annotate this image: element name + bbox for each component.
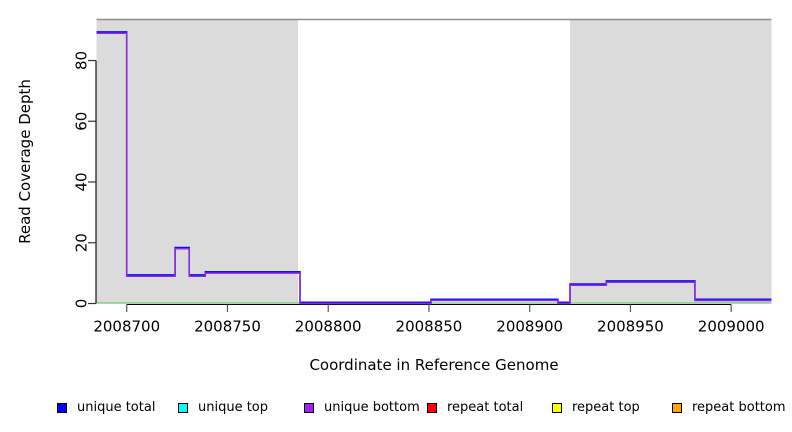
x-axis-title: Coordinate in Reference Genome (309, 356, 558, 374)
legend-swatch-icon (427, 403, 437, 413)
legend-item: repeat top (552, 400, 640, 416)
y-tick-label: 0 (73, 299, 91, 309)
x-tick-label: 2008750 (194, 318, 261, 336)
x-tick-label: 2008950 (597, 318, 664, 336)
legend-label: repeat top (572, 400, 640, 415)
shaded-region (570, 19, 772, 304)
y-tick-label: 20 (73, 233, 91, 252)
legend-item: unique total (57, 400, 155, 416)
x-tick-label: 2008850 (396, 318, 463, 336)
legend-label: repeat total (447, 400, 524, 415)
x-tick-label: 2009000 (698, 318, 765, 336)
legend-label: unique bottom (324, 400, 420, 415)
x-tick-label: 2008800 (295, 318, 362, 336)
shaded-region (96, 19, 298, 304)
legend-item: unique bottom (304, 400, 420, 416)
legend-label: repeat bottom (692, 400, 786, 415)
y-tick-label: 60 (73, 112, 91, 131)
legend-swatch-icon (304, 403, 314, 413)
legend-item: unique top (178, 400, 268, 416)
legend-swatch-icon (178, 403, 188, 413)
legend-label: unique total (77, 400, 156, 415)
coverage-plot: 2008700 2008750 2008800 2008850 2008900 20089… (16, 18, 772, 374)
legend-swatch-icon (552, 403, 562, 413)
y-tick-label: 80 (73, 51, 91, 70)
y-axis-title: Read Coverage Depth (16, 79, 34, 244)
y-tick-label: 40 (73, 172, 91, 191)
legend-label: unique top (198, 400, 269, 415)
legend-item: repeat bottom (672, 400, 786, 416)
legend-swatch-icon (57, 403, 67, 413)
series-unique-bottom (96, 32, 772, 305)
x-tick-label: 2008900 (496, 318, 563, 336)
legend-item: repeat total (427, 400, 523, 416)
x-tick-label: 2008700 (93, 318, 160, 336)
legend-swatch-icon (672, 403, 682, 413)
